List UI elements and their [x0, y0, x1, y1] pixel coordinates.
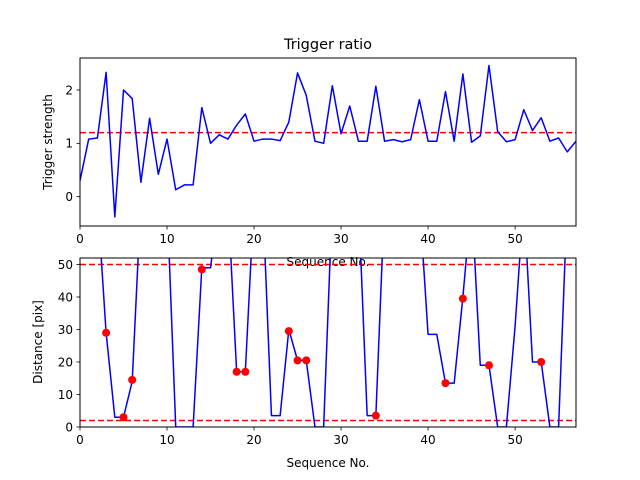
top-chart-y-tick-label: 1	[65, 137, 73, 151]
top-chart-title: Trigger ratio	[283, 37, 372, 53]
top-chart-x-tick-label: 10	[159, 232, 174, 246]
bottom-chart-y-tick-label: 40	[58, 290, 73, 304]
bottom-chart-marker-point	[537, 358, 546, 366]
bottom-chart-data-layer	[80, 258, 576, 427]
bottom-chart-x-tick-label: 40	[420, 433, 435, 447]
bottom-chart-marker-point	[302, 356, 311, 365]
bottom-chart-marker-point	[441, 379, 450, 388]
bottom-chart-y-tick-label: 30	[58, 323, 73, 337]
top-chart-x-tick-label: 0	[76, 232, 84, 246]
bottom-chart-marker-point	[284, 327, 293, 336]
bottom-chart-marker-point	[197, 265, 206, 274]
top-chart-y-label: Trigger strength	[41, 94, 55, 191]
bottom-chart-x-label: Sequence No.	[287, 456, 370, 470]
bottom-chart-x-tick-label: 30	[333, 433, 348, 447]
bottom-chart-marker-point	[119, 413, 128, 422]
bottom-chart-y-tick-label: 50	[58, 258, 73, 272]
top-chart-x-tick-label: 30	[333, 232, 348, 246]
top-chart: Trigger ratio 0 10 20 30 40 50 0 1 2 Sequence N…	[41, 37, 577, 269]
bottom-chart-frame	[79, 257, 577, 428]
top-chart-y-ticks: 0 1 2	[65, 83, 80, 204]
top-chart-frame	[79, 57, 577, 227]
bottom-chart-y-tick-label: 20	[58, 355, 73, 369]
top-chart-y-tick-label: 0	[65, 190, 73, 204]
top-chart-x-tick-label: 50	[507, 232, 522, 246]
bottom-chart-x-tick-label: 10	[159, 433, 174, 447]
bottom-chart-y-tick-label: 0	[65, 420, 73, 434]
bottom-chart-marker-point	[458, 294, 467, 303]
top-chart-x-label: Sequence No.	[287, 255, 370, 269]
bottom-chart-marker-point	[484, 361, 493, 370]
top-chart-data-layer	[80, 64, 576, 218]
bottom-chart-x-tick-label: 0	[76, 433, 84, 447]
bottom-chart-marker-point	[128, 375, 137, 384]
bottom-chart-marker-point	[293, 356, 302, 365]
top-chart-x-tick-label: 20	[246, 232, 261, 246]
bottom-chart-x-ticks: 0 10 20 30 40 50	[76, 427, 523, 447]
bottom-chart-marker-point	[102, 328, 111, 337]
bottom-chart-y-label: Distance [pix]	[31, 300, 45, 384]
bottom-chart-x-tick-label: 20	[246, 433, 261, 447]
bottom-chart-y-tick-label: 10	[58, 388, 73, 402]
bottom-chart-y-ticks: 0 10 20 30 40 50	[58, 258, 80, 434]
top-chart-y-tick-label: 2	[65, 83, 73, 97]
top-chart-series-line	[80, 64, 576, 218]
bottom-chart-marker-point	[371, 411, 380, 420]
bottom-chart-x-tick-label: 50	[507, 433, 522, 447]
bottom-chart-series-line	[100, 258, 566, 427]
top-chart-x-tick-label: 40	[420, 232, 435, 246]
bottom-chart-marker-point	[241, 367, 250, 376]
bottom-chart: 0 10 20 30 40 50 0 10 20 30 40 50 Sequence No. Dis…	[31, 257, 577, 470]
top-chart-x-ticks: 0 10 20 30 40 50	[76, 226, 523, 246]
bottom-chart-marker-point	[232, 367, 241, 376]
